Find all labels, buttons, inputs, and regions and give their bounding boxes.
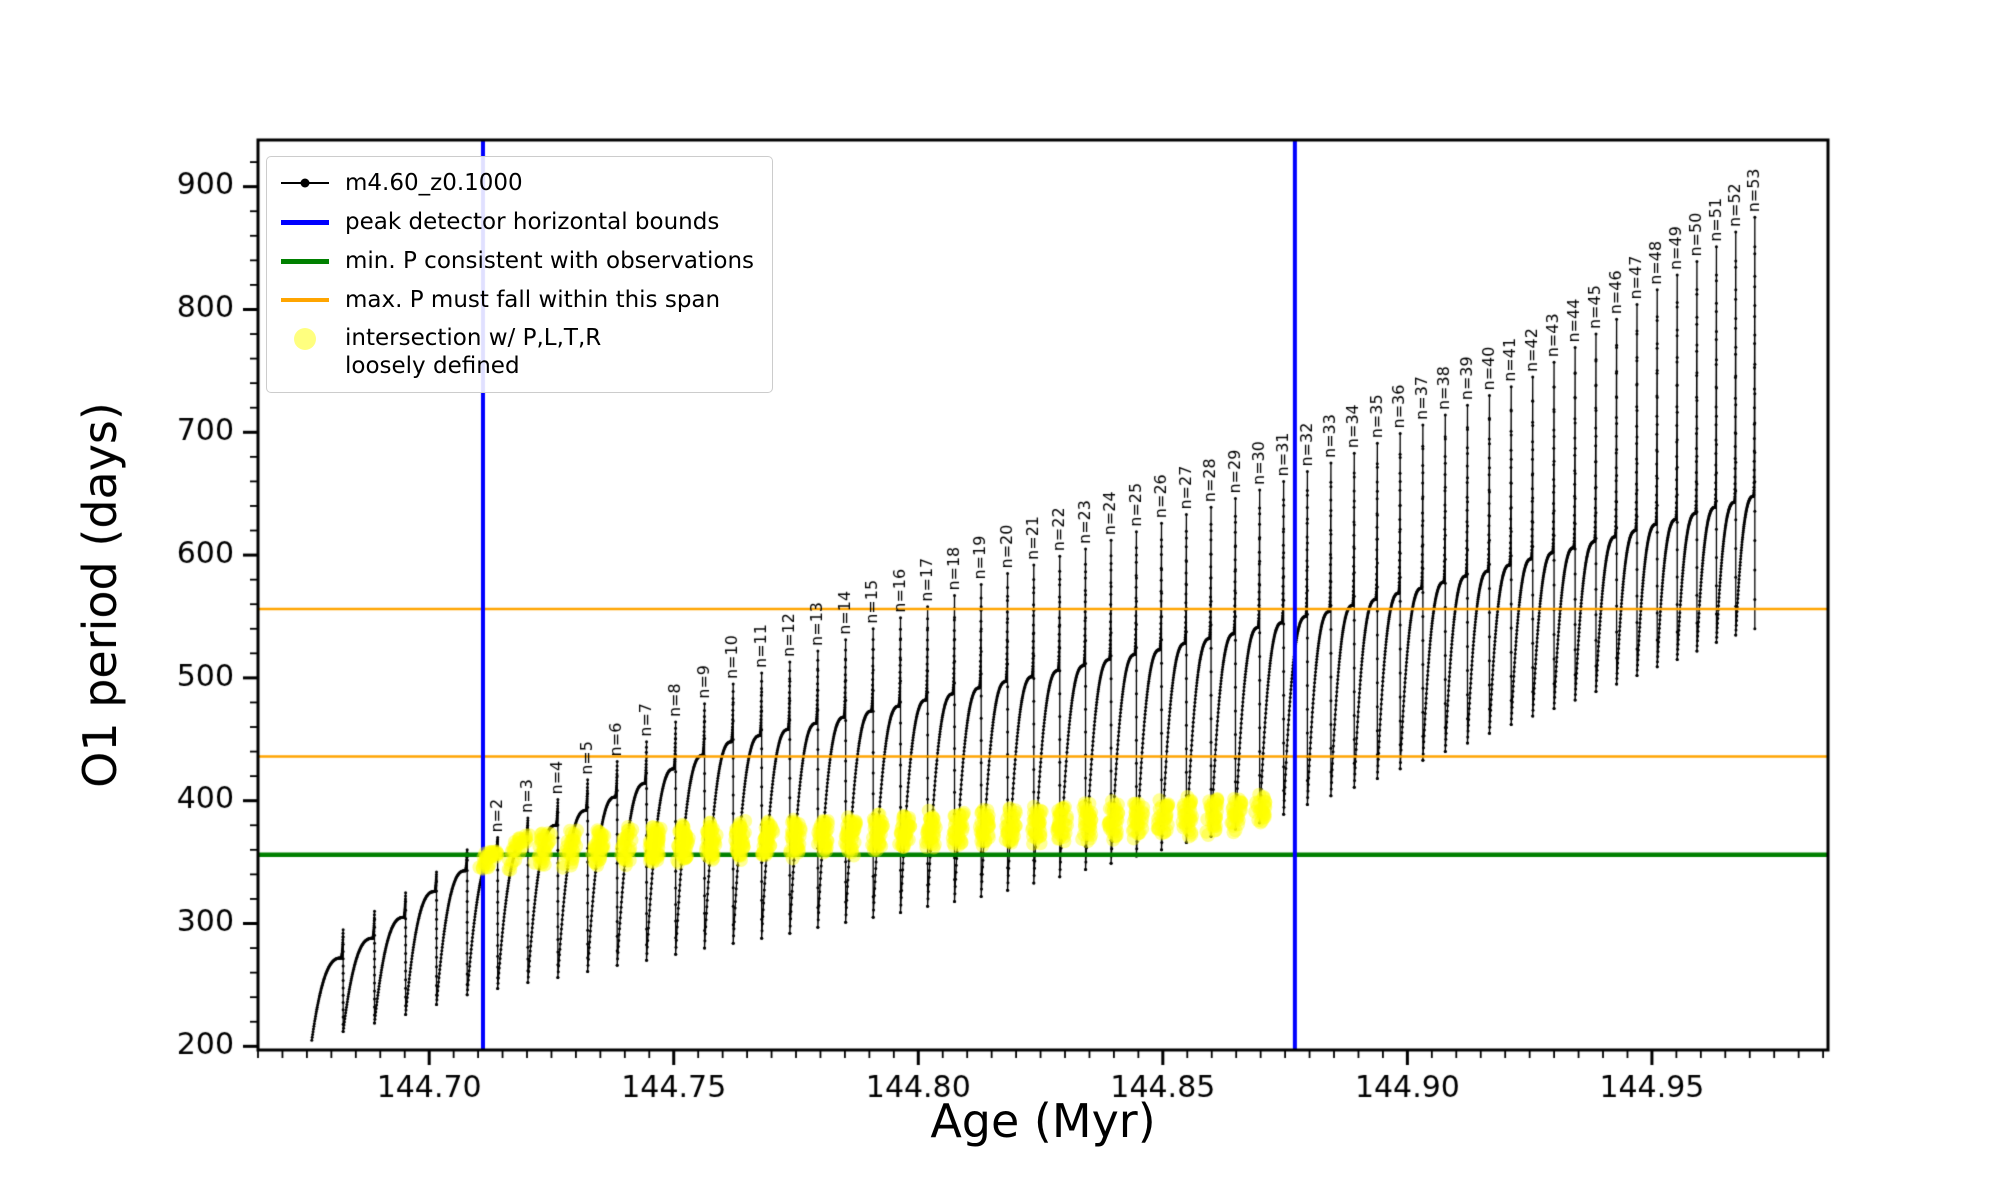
legend-marker-green-line-icon: [279, 247, 331, 275]
legend-label-max-p: max. P must fall within this span: [345, 287, 721, 313]
legend: m4.60_z0.1000 peak detector horizontal b…: [266, 156, 774, 394]
legend-entry-min-p: min. P consistent with observations: [279, 247, 754, 275]
legend-label-min-p: min. P consistent with observations: [345, 248, 755, 274]
legend-marker-series-line-dot-icon: [279, 169, 331, 197]
legend-label-intersection: intersection w/ P,L,T,R loosely defined: [345, 325, 602, 379]
legend-entry-peak-bounds: peak detector horizontal bounds: [279, 208, 754, 236]
legend-label-peak-bounds: peak detector horizontal bounds: [345, 209, 720, 235]
legend-entry-series: m4.60_z0.1000: [279, 169, 754, 197]
legend-marker-blue-line-icon: [279, 208, 331, 236]
y-axis-label: O1 period (days): [73, 402, 127, 788]
legend-entry-max-p: max. P must fall within this span: [279, 286, 754, 314]
series-dot-icon: [300, 178, 310, 188]
legend-entry-intersection: intersection w/ P,L,T,R loosely defined: [279, 325, 754, 380]
legend-marker-orange-line-icon: [279, 286, 331, 314]
legend-label-series: m4.60_z0.1000: [345, 170, 523, 196]
legend-marker-yellow-dot-icon: [279, 325, 331, 353]
x-axis-label: Age (Myr): [930, 1094, 1156, 1148]
